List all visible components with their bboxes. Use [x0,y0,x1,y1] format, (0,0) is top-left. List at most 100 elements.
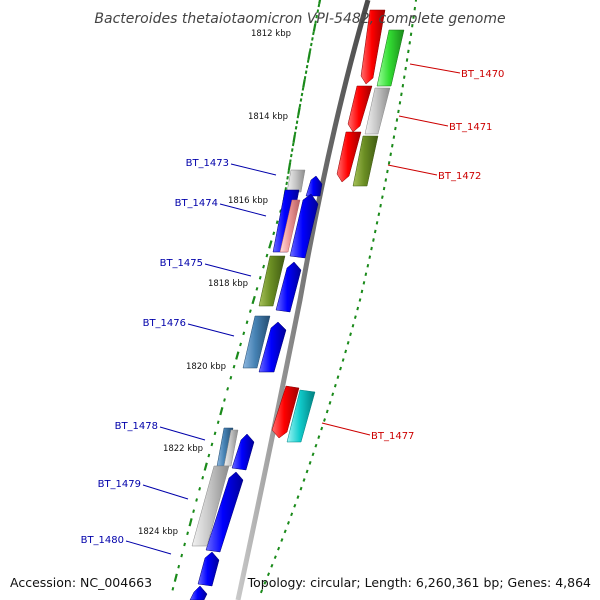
cds-reverse-bt1472[interactable] [336,131,362,183]
cds-reverse-bt1477[interactable] [271,385,300,439]
inner-dot [373,229,377,234]
inner-dot [370,246,373,251]
cog-green-bt1470[interactable] [376,29,405,87]
tick-mark [290,153,293,158]
cog-olive-bt1472[interactable] [352,135,379,187]
gene-label-bt1478[interactable]: BT_1478 [115,421,158,432]
gene-label-bt1477[interactable]: BT_1477 [371,431,414,442]
tick-mark [229,375,233,380]
inner-dot [397,109,400,114]
inner-dot [341,358,345,362]
tick-mark [303,76,307,80]
inner-dot [336,375,340,379]
gene-label-bt1470[interactable]: BT_1470 [461,69,504,80]
inner-dot [293,503,297,508]
inner-dot [412,15,415,19]
inner-dot [368,255,372,259]
label-leaders [125,63,461,555]
cog-steelblue-bt1476[interactable] [242,315,271,369]
tick-mark [232,364,236,369]
tick-mark [310,42,313,47]
tick-mark [306,59,310,63]
tick-mark [298,103,302,108]
gene-label-bt1480[interactable]: BT_1480 [81,535,124,546]
cds-forward-bt1479[interactable] [205,471,244,553]
tick-mark [203,462,208,471]
cds-reverse-bt1470[interactable] [360,9,386,85]
gene-label-bt1471[interactable]: BT_1471 [449,122,492,133]
leader-bt1473 [230,163,277,176]
cog-gray-bt1478[interactable] [223,429,239,467]
tick-mark [177,564,181,569]
tick-mark [295,120,299,124]
tick-mark [314,20,317,24]
tick-mark [287,170,290,174]
inner-dot [358,298,362,302]
cds-reverse-bt1471[interactable] [347,85,373,133]
cds-forward-bt1474[interactable] [289,193,319,259]
inner-dot [381,195,384,199]
map-title: Bacteroides thetaiotaomicron VPI-5482, c… [94,11,505,27]
cds-forward-bt1473[interactable] [305,175,323,197]
cog-cyan-bt1477[interactable] [286,389,316,443]
cds-forward-bt1478[interactable] [231,433,255,471]
inner-dot [286,521,290,525]
cog-gray-bt1471[interactable] [364,87,391,135]
tick-mark [305,64,309,69]
inner-dot [382,186,386,191]
inner-dotted-ring [259,0,418,594]
tick-mark [304,70,308,74]
feature-rings [189,9,405,600]
inner-dot [349,332,352,337]
inner-dot [356,306,360,311]
inner-dot [323,418,326,422]
genome-summary-text: Topology: circular; Length: 6,260,361 bp… [247,575,591,590]
gene-label-bt1474[interactable]: BT_1474 [175,198,218,209]
inner-dot [400,92,403,97]
inner-dot [409,32,413,37]
cds-forward-bt1481[interactable] [189,585,208,600]
gene-label-bt1479[interactable]: BT_1479 [98,479,141,490]
cds-forward-bt1475[interactable] [275,261,302,313]
inner-dot [277,546,281,551]
gene-label-bt1475[interactable]: BT_1475 [160,258,203,269]
cog-pink-bt1474[interactable] [279,199,301,253]
cds-forward-bt1480[interactable] [197,551,220,587]
cds-forward-bt1476[interactable] [258,321,287,373]
tick-mark [289,159,292,163]
inner-dot [302,478,306,482]
tick-labels: 1812 kbp 1814 kbp 1816 kbp 1818 kbp 1820… [138,29,291,537]
gene-label-bt1472[interactable]: BT_1472 [438,171,481,182]
tick-label: 1812 kbp [251,29,291,39]
tick-mark [173,573,178,582]
tick-ring [171,0,322,591]
inner-dot [387,161,391,165]
tick-mark [307,51,311,60]
inner-dot [263,581,267,585]
inner-dot [299,486,303,491]
inner-dot [308,460,312,465]
gene-label-bt1473[interactable]: BT_1473 [186,158,229,169]
inner-dot [394,126,397,131]
inner-dot [333,383,337,388]
tick-mark [268,240,273,249]
inner-dot [283,529,287,534]
gene-label-bt1476[interactable]: BT_1476 [143,318,186,329]
inner-dot [325,409,329,414]
genome-backbone [235,0,371,600]
inner-dot [407,49,410,54]
cog-gray-bt1479[interactable] [191,465,230,547]
leader-bt1470 [409,63,461,74]
inner-dot [362,281,366,285]
tick-mark [258,275,262,280]
tick-mark [272,231,276,236]
leader-bt1475 [204,263,252,277]
inner-dot [405,58,409,62]
cog-olive-bt1475[interactable] [258,255,286,307]
inner-dot [314,443,318,448]
tick-mark [301,87,305,91]
tick-mark [242,331,246,336]
inner-dot [320,426,324,431]
cog-gray-bt1473[interactable] [286,169,306,193]
